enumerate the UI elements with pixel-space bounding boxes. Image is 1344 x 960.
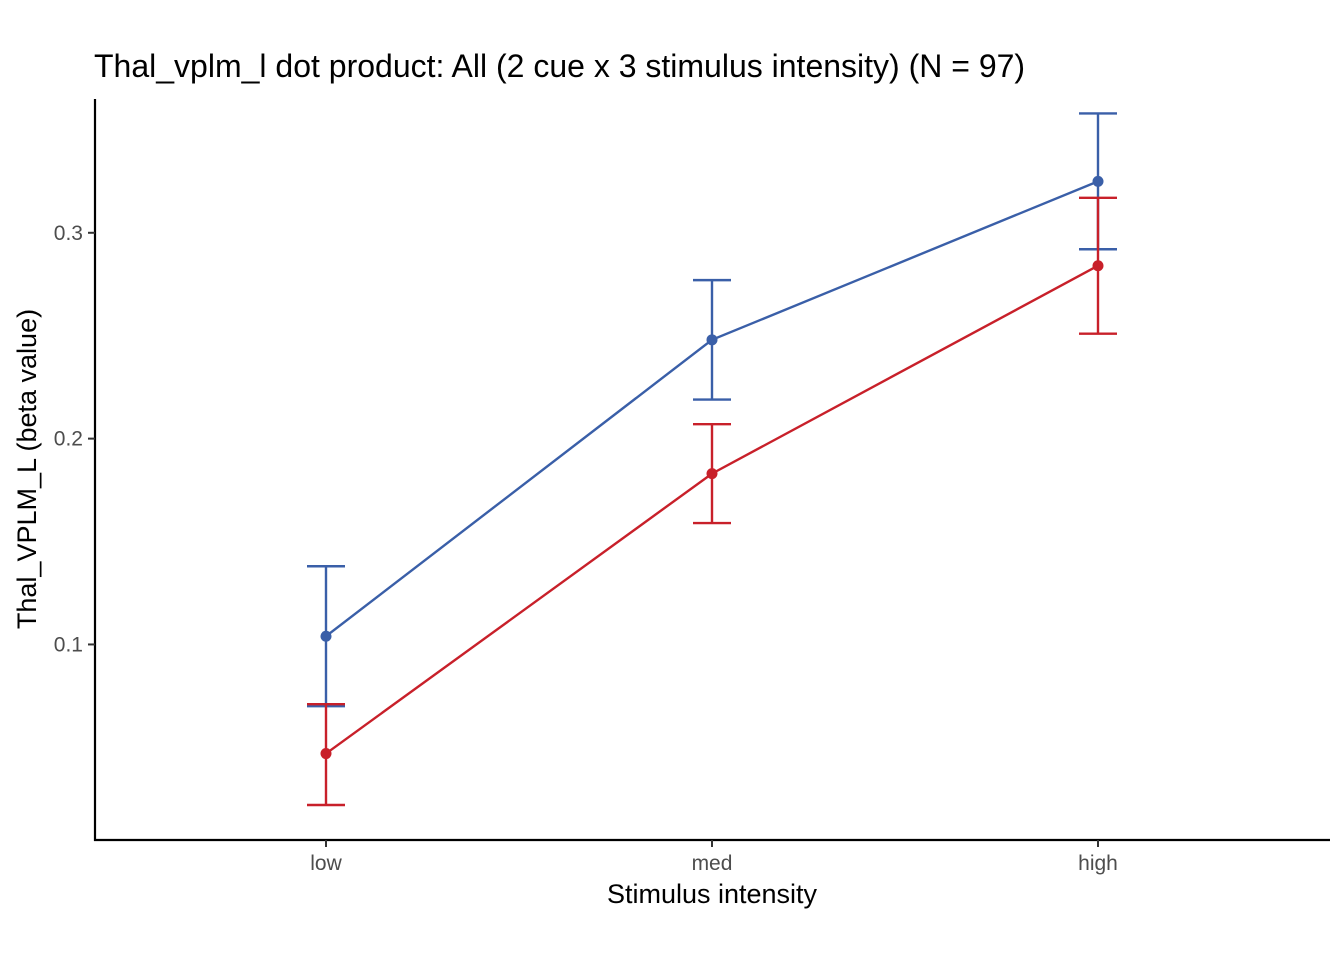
x-tick-label: low <box>310 852 342 875</box>
y-axis-title: Thal_VPLM_L (beta value) <box>12 309 42 629</box>
chart-title: Thal_vplm_l dot product: All (2 cue x 3 … <box>94 48 1025 84</box>
series-layer <box>307 112 1117 807</box>
x-tick-label: high <box>1078 852 1118 875</box>
y-tick-label: 0.2 <box>54 428 83 451</box>
data-point <box>706 334 718 346</box>
data-point <box>1092 175 1104 187</box>
x-axis-ticks: low med high <box>310 840 1118 875</box>
x-axis-title: Stimulus intensity <box>607 879 818 909</box>
x-tick-label: med <box>692 852 733 875</box>
data-point <box>320 630 332 642</box>
y-tick-label: 0.1 <box>54 633 83 656</box>
data-point <box>320 748 332 760</box>
data-point <box>706 468 718 480</box>
y-tick-label: 0.3 <box>54 222 83 245</box>
y-axis-ticks: 0.1 0.2 0.3 <box>54 222 95 656</box>
series-1 <box>307 112 1117 708</box>
series-2 <box>307 196 1117 807</box>
data-point <box>1092 260 1104 272</box>
plot-area: 0.1 0.2 0.3 low med high <box>54 99 1330 875</box>
series-line <box>325 180 1099 638</box>
